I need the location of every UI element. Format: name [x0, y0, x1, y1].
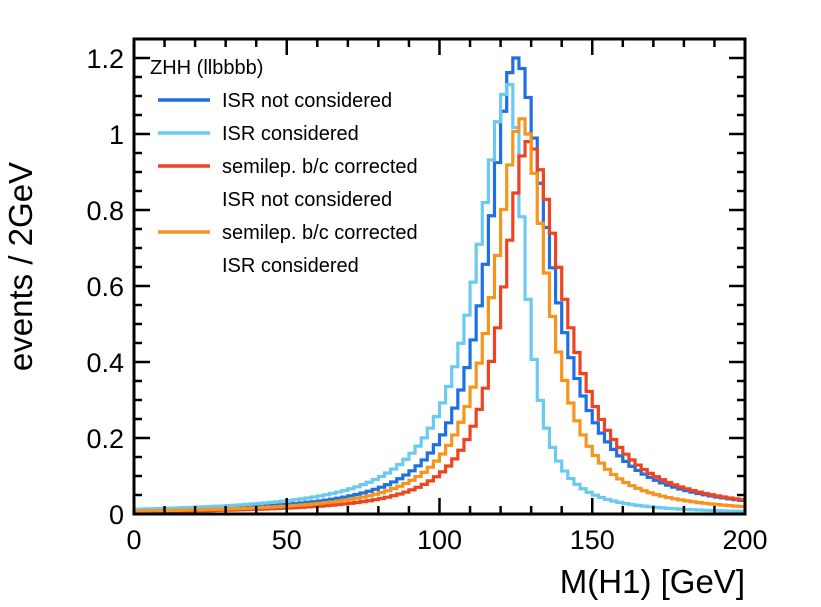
- ticks-layer: [132, 39, 747, 516]
- legend: ZHH (llbbbb) ISR not considered ISR consi…: [150, 57, 418, 277]
- x-tick-label: 0: [126, 525, 141, 555]
- y-tick-label: 0: [109, 500, 124, 530]
- x-tick-label: 200: [722, 525, 767, 555]
- y-tick-label: 0.8: [86, 196, 124, 226]
- x-tick-label: 50: [272, 525, 302, 555]
- legend-label: ISR considered: [222, 123, 359, 145]
- legend-label: semilep. b/c corrected: [222, 222, 418, 244]
- series-line-2: [134, 83, 745, 513]
- y-tick-label: 0.6: [86, 272, 124, 302]
- series-layer: [134, 56, 745, 514]
- legend-header: ZHH (llbbbb): [150, 57, 263, 79]
- y-tick-label: 1.2: [86, 44, 124, 74]
- legend-label: ISR not considered: [222, 90, 392, 112]
- x-tick-label: 150: [570, 525, 615, 555]
- series-line-4: [134, 117, 745, 513]
- x-tick-label: 100: [417, 525, 462, 555]
- tick-labels-layer: 0 50 100 150 200 0 0.2 0.4 0.6 0.8 1 1.2: [86, 44, 767, 555]
- y-tick-label: 0.2: [86, 424, 124, 454]
- legend-label: semilep. b/c corrected: [222, 156, 418, 178]
- x-axis-title: M(H1) [GeV]: [560, 563, 745, 600]
- legend-label: ISR not considered: [222, 189, 392, 211]
- legend-label: ISR considered: [222, 255, 359, 277]
- y-tick-label: 1: [109, 120, 124, 150]
- y-axis-title: events / 2GeV: [2, 162, 39, 371]
- y-tick-label: 0.4: [86, 348, 124, 378]
